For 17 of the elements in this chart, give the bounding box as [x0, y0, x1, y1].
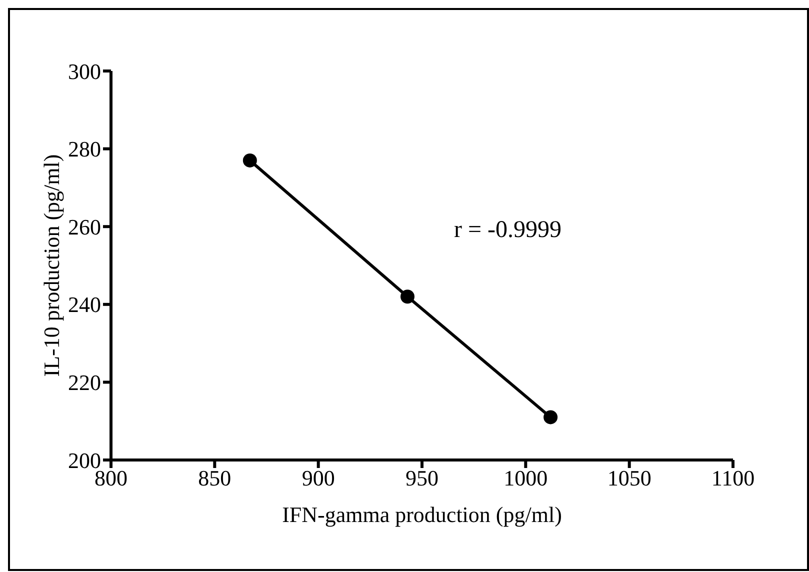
x-tick-label: 1100 — [711, 466, 755, 491]
point — [242, 153, 257, 168]
y-axis-title: IL-10 production (pg/ml) — [38, 154, 64, 377]
x-tick-label: 900 — [302, 466, 335, 491]
point — [400, 290, 414, 304]
y-tick-label: 280 — [68, 136, 101, 162]
y-tick-label: 220 — [68, 370, 101, 396]
x-tick-label: 1000 — [504, 466, 548, 491]
annotation: r = -0.9999 — [454, 217, 562, 244]
x-tick-label: 850 — [198, 466, 232, 491]
x-tick-label: 1050 — [607, 466, 652, 491]
y-tick-label: 260 — [68, 214, 101, 240]
y-tick-label: 300 — [68, 58, 101, 84]
y-tick-label: 240 — [68, 292, 101, 318]
point — [544, 410, 558, 424]
x-axis-title: IFN-gamma production (pg/ml) — [282, 502, 562, 527]
x-tick-label: 950 — [406, 466, 438, 491]
